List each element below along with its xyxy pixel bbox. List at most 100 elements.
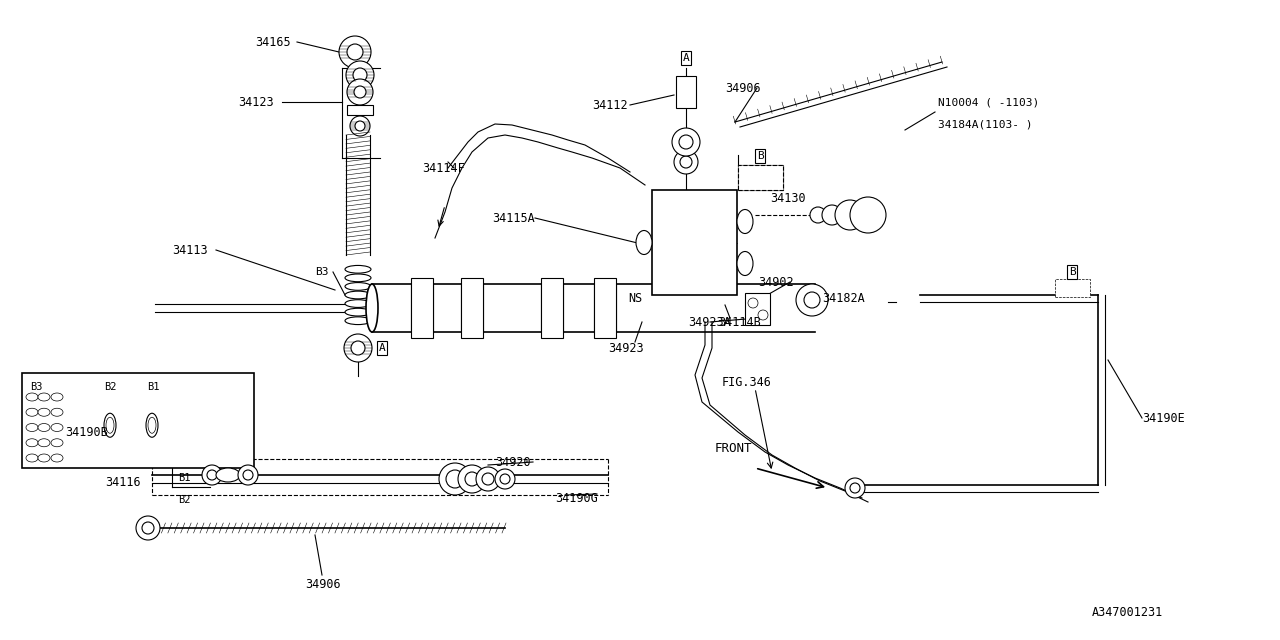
Circle shape xyxy=(202,465,221,485)
Text: A: A xyxy=(379,343,385,353)
Circle shape xyxy=(476,467,500,491)
Ellipse shape xyxy=(346,317,371,324)
Text: 34190B: 34190B xyxy=(65,426,108,438)
Ellipse shape xyxy=(26,439,38,447)
Text: 34130: 34130 xyxy=(771,191,805,205)
Ellipse shape xyxy=(346,283,371,291)
Circle shape xyxy=(850,197,886,233)
Ellipse shape xyxy=(346,266,371,273)
Text: 34114B: 34114B xyxy=(718,316,760,328)
Ellipse shape xyxy=(636,230,652,255)
Ellipse shape xyxy=(346,291,371,299)
Bar xyxy=(1055,279,1091,297)
Bar xyxy=(22,373,253,468)
Circle shape xyxy=(748,298,758,308)
Circle shape xyxy=(351,341,365,355)
Ellipse shape xyxy=(26,408,38,416)
Text: 34920: 34920 xyxy=(495,456,531,468)
Ellipse shape xyxy=(51,454,63,462)
Text: 34116: 34116 xyxy=(105,476,141,488)
Ellipse shape xyxy=(26,393,38,401)
Circle shape xyxy=(465,472,479,486)
Circle shape xyxy=(680,156,692,168)
Circle shape xyxy=(347,44,364,60)
Circle shape xyxy=(500,474,509,484)
Circle shape xyxy=(439,463,471,495)
Bar xyxy=(745,293,771,325)
Circle shape xyxy=(349,116,370,136)
Bar xyxy=(461,278,483,338)
Circle shape xyxy=(355,121,365,131)
Bar xyxy=(594,278,616,338)
Text: 34902: 34902 xyxy=(758,275,794,289)
Text: A: A xyxy=(682,53,690,63)
Text: B3: B3 xyxy=(315,267,329,277)
Text: B1: B1 xyxy=(147,382,160,392)
Text: B: B xyxy=(756,151,763,161)
Text: 34182A: 34182A xyxy=(822,291,865,305)
Ellipse shape xyxy=(26,454,38,462)
Circle shape xyxy=(1064,280,1080,296)
Ellipse shape xyxy=(737,209,753,234)
Text: B: B xyxy=(1069,267,1075,277)
Text: 34114F: 34114F xyxy=(422,161,465,175)
Text: 34123: 34123 xyxy=(238,95,274,109)
Text: N10004 ( -1103): N10004 ( -1103) xyxy=(938,97,1039,107)
Circle shape xyxy=(850,483,860,493)
Text: B2: B2 xyxy=(178,495,191,505)
Circle shape xyxy=(346,61,374,89)
Ellipse shape xyxy=(38,408,50,416)
Text: 34923: 34923 xyxy=(608,342,644,355)
Text: A347001231: A347001231 xyxy=(1092,605,1164,618)
Ellipse shape xyxy=(51,424,63,431)
Circle shape xyxy=(347,79,372,105)
Bar xyxy=(739,165,783,190)
Circle shape xyxy=(822,205,842,225)
Circle shape xyxy=(142,522,154,534)
Bar xyxy=(541,278,563,338)
Text: 34190E: 34190E xyxy=(1142,412,1185,424)
Circle shape xyxy=(355,86,366,98)
Circle shape xyxy=(483,473,494,485)
Text: B2: B2 xyxy=(104,382,116,392)
Bar xyxy=(411,278,433,338)
Ellipse shape xyxy=(51,408,63,416)
Text: 34906: 34906 xyxy=(305,579,340,591)
Circle shape xyxy=(445,470,465,488)
Circle shape xyxy=(344,334,372,362)
Bar xyxy=(676,76,696,108)
Circle shape xyxy=(758,310,768,320)
Ellipse shape xyxy=(38,424,50,431)
Text: 34112: 34112 xyxy=(593,99,627,111)
Ellipse shape xyxy=(346,308,371,316)
Ellipse shape xyxy=(346,300,371,307)
Text: FIG.346: FIG.346 xyxy=(722,376,772,388)
Circle shape xyxy=(804,292,820,308)
Ellipse shape xyxy=(216,468,241,482)
Text: 34115A: 34115A xyxy=(492,211,535,225)
Circle shape xyxy=(675,150,698,174)
Text: 34165: 34165 xyxy=(255,35,291,49)
Ellipse shape xyxy=(51,439,63,447)
Text: 34923A: 34923A xyxy=(689,316,731,328)
Ellipse shape xyxy=(148,417,156,433)
Circle shape xyxy=(243,470,253,480)
Bar xyxy=(652,190,737,295)
Text: B1: B1 xyxy=(178,473,191,483)
Ellipse shape xyxy=(38,454,50,462)
Ellipse shape xyxy=(106,417,114,433)
Text: FRONT: FRONT xyxy=(716,442,753,454)
Ellipse shape xyxy=(346,274,371,282)
Text: NS: NS xyxy=(628,291,643,305)
Text: 34113: 34113 xyxy=(172,243,207,257)
Bar xyxy=(347,105,372,115)
Text: 34190G: 34190G xyxy=(556,492,598,504)
Text: 34906: 34906 xyxy=(724,81,760,95)
Ellipse shape xyxy=(26,424,38,431)
Circle shape xyxy=(353,68,367,82)
Circle shape xyxy=(672,128,700,156)
Text: 34184A(1103- ): 34184A(1103- ) xyxy=(938,119,1033,129)
Text: B3: B3 xyxy=(29,382,42,392)
Circle shape xyxy=(845,478,865,498)
Ellipse shape xyxy=(38,439,50,447)
